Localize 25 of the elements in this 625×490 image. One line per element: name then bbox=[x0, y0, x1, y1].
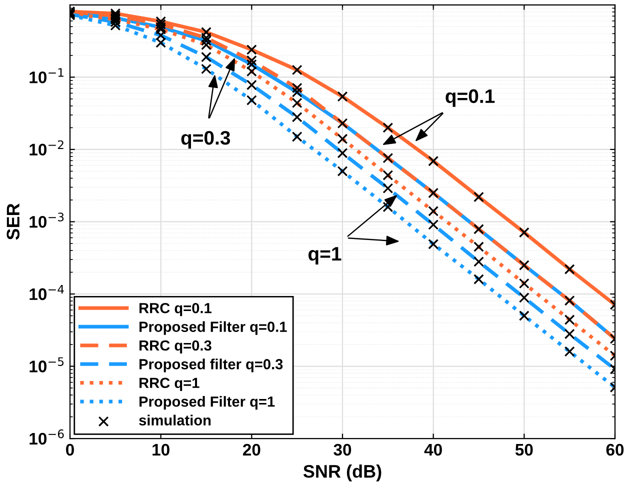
x-tick-label: 20 bbox=[242, 444, 260, 456]
y-axis-title: SER bbox=[6, 204, 20, 240]
y-tick-label: 10$^{−3}$ bbox=[30, 212, 64, 228]
x-tick-label: 10 bbox=[152, 444, 170, 456]
y-tick-label: 10$^{−2}$ bbox=[30, 140, 64, 156]
legend-label: simulation bbox=[139, 414, 211, 426]
annotation: q=1 bbox=[308, 247, 342, 265]
annotation: q=0.3 bbox=[181, 130, 230, 149]
x-tick-label: 30 bbox=[334, 444, 352, 456]
y-tick-label: 10$^{−1}$ bbox=[30, 68, 64, 84]
legend-label: RRC q=1 bbox=[140, 378, 200, 391]
legend-label: RRC q=0.1 bbox=[140, 302, 212, 316]
x-tick-label: 50 bbox=[515, 444, 533, 456]
legend-label: RRC q=0.3 bbox=[140, 340, 212, 354]
annotation: q=0.1 bbox=[446, 89, 495, 107]
x-tick-label: 60 bbox=[606, 444, 624, 456]
x-tick-label: 0 bbox=[66, 444, 74, 456]
legend-label: Proposed Filter q=1 bbox=[140, 396, 275, 410]
legend-label: Proposed Filter q=0.1 bbox=[140, 321, 287, 335]
y-tick-label: 10$^{−5}$ bbox=[30, 357, 64, 372]
y-tick-label: 10$^{−6}$ bbox=[30, 429, 64, 445]
x-axis-title: SNR (dB) bbox=[303, 464, 382, 482]
y-tick-label: 10$^{−4}$ bbox=[30, 285, 64, 300]
legend-label: Proposed filter q=0.3 bbox=[140, 358, 283, 372]
x-tick-label: 40 bbox=[424, 444, 442, 456]
